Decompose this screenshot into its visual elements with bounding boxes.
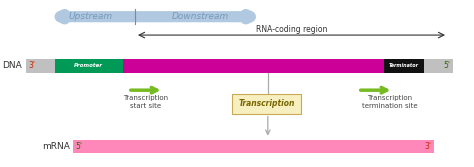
- Text: Downstream: Downstream: [172, 12, 229, 21]
- Text: Promoter: Promoter: [74, 63, 103, 68]
- Text: Upstream: Upstream: [68, 12, 112, 21]
- Text: 5': 5': [443, 61, 450, 70]
- Text: DNA: DNA: [2, 61, 22, 70]
- Bar: [73, 140, 434, 153]
- Text: 3': 3': [424, 142, 431, 151]
- Text: Transcription
termination site: Transcription termination site: [362, 95, 418, 109]
- Text: Terminator: Terminator: [389, 63, 419, 68]
- Text: RNA-coding region: RNA-coding region: [256, 25, 327, 34]
- Text: Transcription
start site: Transcription start site: [123, 95, 168, 109]
- Bar: [26, 59, 453, 73]
- Bar: [384, 59, 424, 73]
- Text: mRNA: mRNA: [42, 142, 70, 151]
- Bar: [123, 59, 424, 73]
- Text: Transcription: Transcription: [238, 100, 295, 108]
- Bar: [55, 59, 123, 73]
- Text: 5': 5': [76, 142, 83, 151]
- Text: 3': 3': [28, 61, 36, 70]
- FancyBboxPatch shape: [232, 94, 301, 114]
